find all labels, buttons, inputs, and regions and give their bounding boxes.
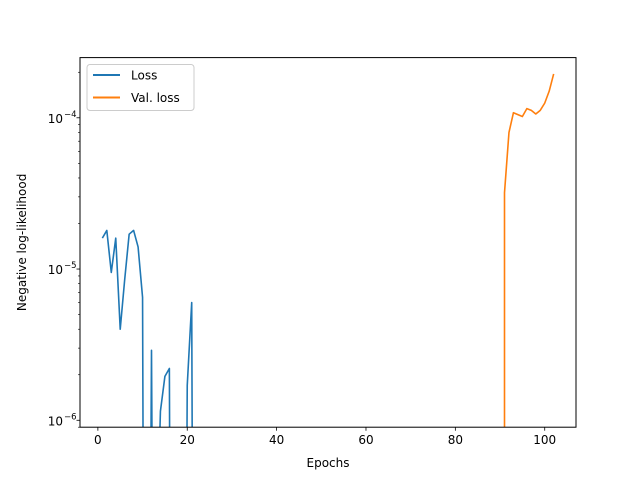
series-loss (101, 229, 193, 428)
x-tick-label: 0 (94, 433, 102, 447)
y-tick-exponent: −4 (64, 110, 77, 120)
legend-label-loss: Loss (131, 69, 157, 83)
y-tick-label: 10 (48, 263, 63, 277)
plot-frame (79, 57, 577, 428)
series-val-loss (503, 73, 555, 428)
series-loss-line-segment (186, 301, 193, 428)
x-tick-label: 60 (358, 433, 373, 447)
x-tick-label: 40 (269, 433, 284, 447)
series-loss-line-segment (101, 229, 144, 428)
y-tick-exponent: −6 (64, 412, 77, 422)
x-axis-label: Epochs (307, 456, 350, 470)
y-tick-exponent: −5 (64, 261, 77, 271)
x-tick-label: 80 (448, 433, 463, 447)
series-val-loss-line-segment (503, 73, 555, 428)
x-tick-label: 100 (533, 433, 556, 447)
series-loss-line-segment (159, 367, 171, 428)
y-tick-label: 10 (48, 112, 63, 126)
y-axis: 10−610−510−4 (48, 71, 80, 428)
series-loss-line-segment (150, 349, 153, 428)
x-axis: 0 20 40 60 80 100 (94, 427, 556, 447)
x-tick-label: 20 (180, 433, 195, 447)
legend-label-val-loss: Val. loss (131, 91, 180, 105)
y-axis-label: Negative log-likelihood (15, 174, 29, 311)
series-layer (101, 73, 555, 428)
y-tick-label: 10 (48, 414, 63, 428)
legend: Loss Val. loss (86, 64, 195, 111)
